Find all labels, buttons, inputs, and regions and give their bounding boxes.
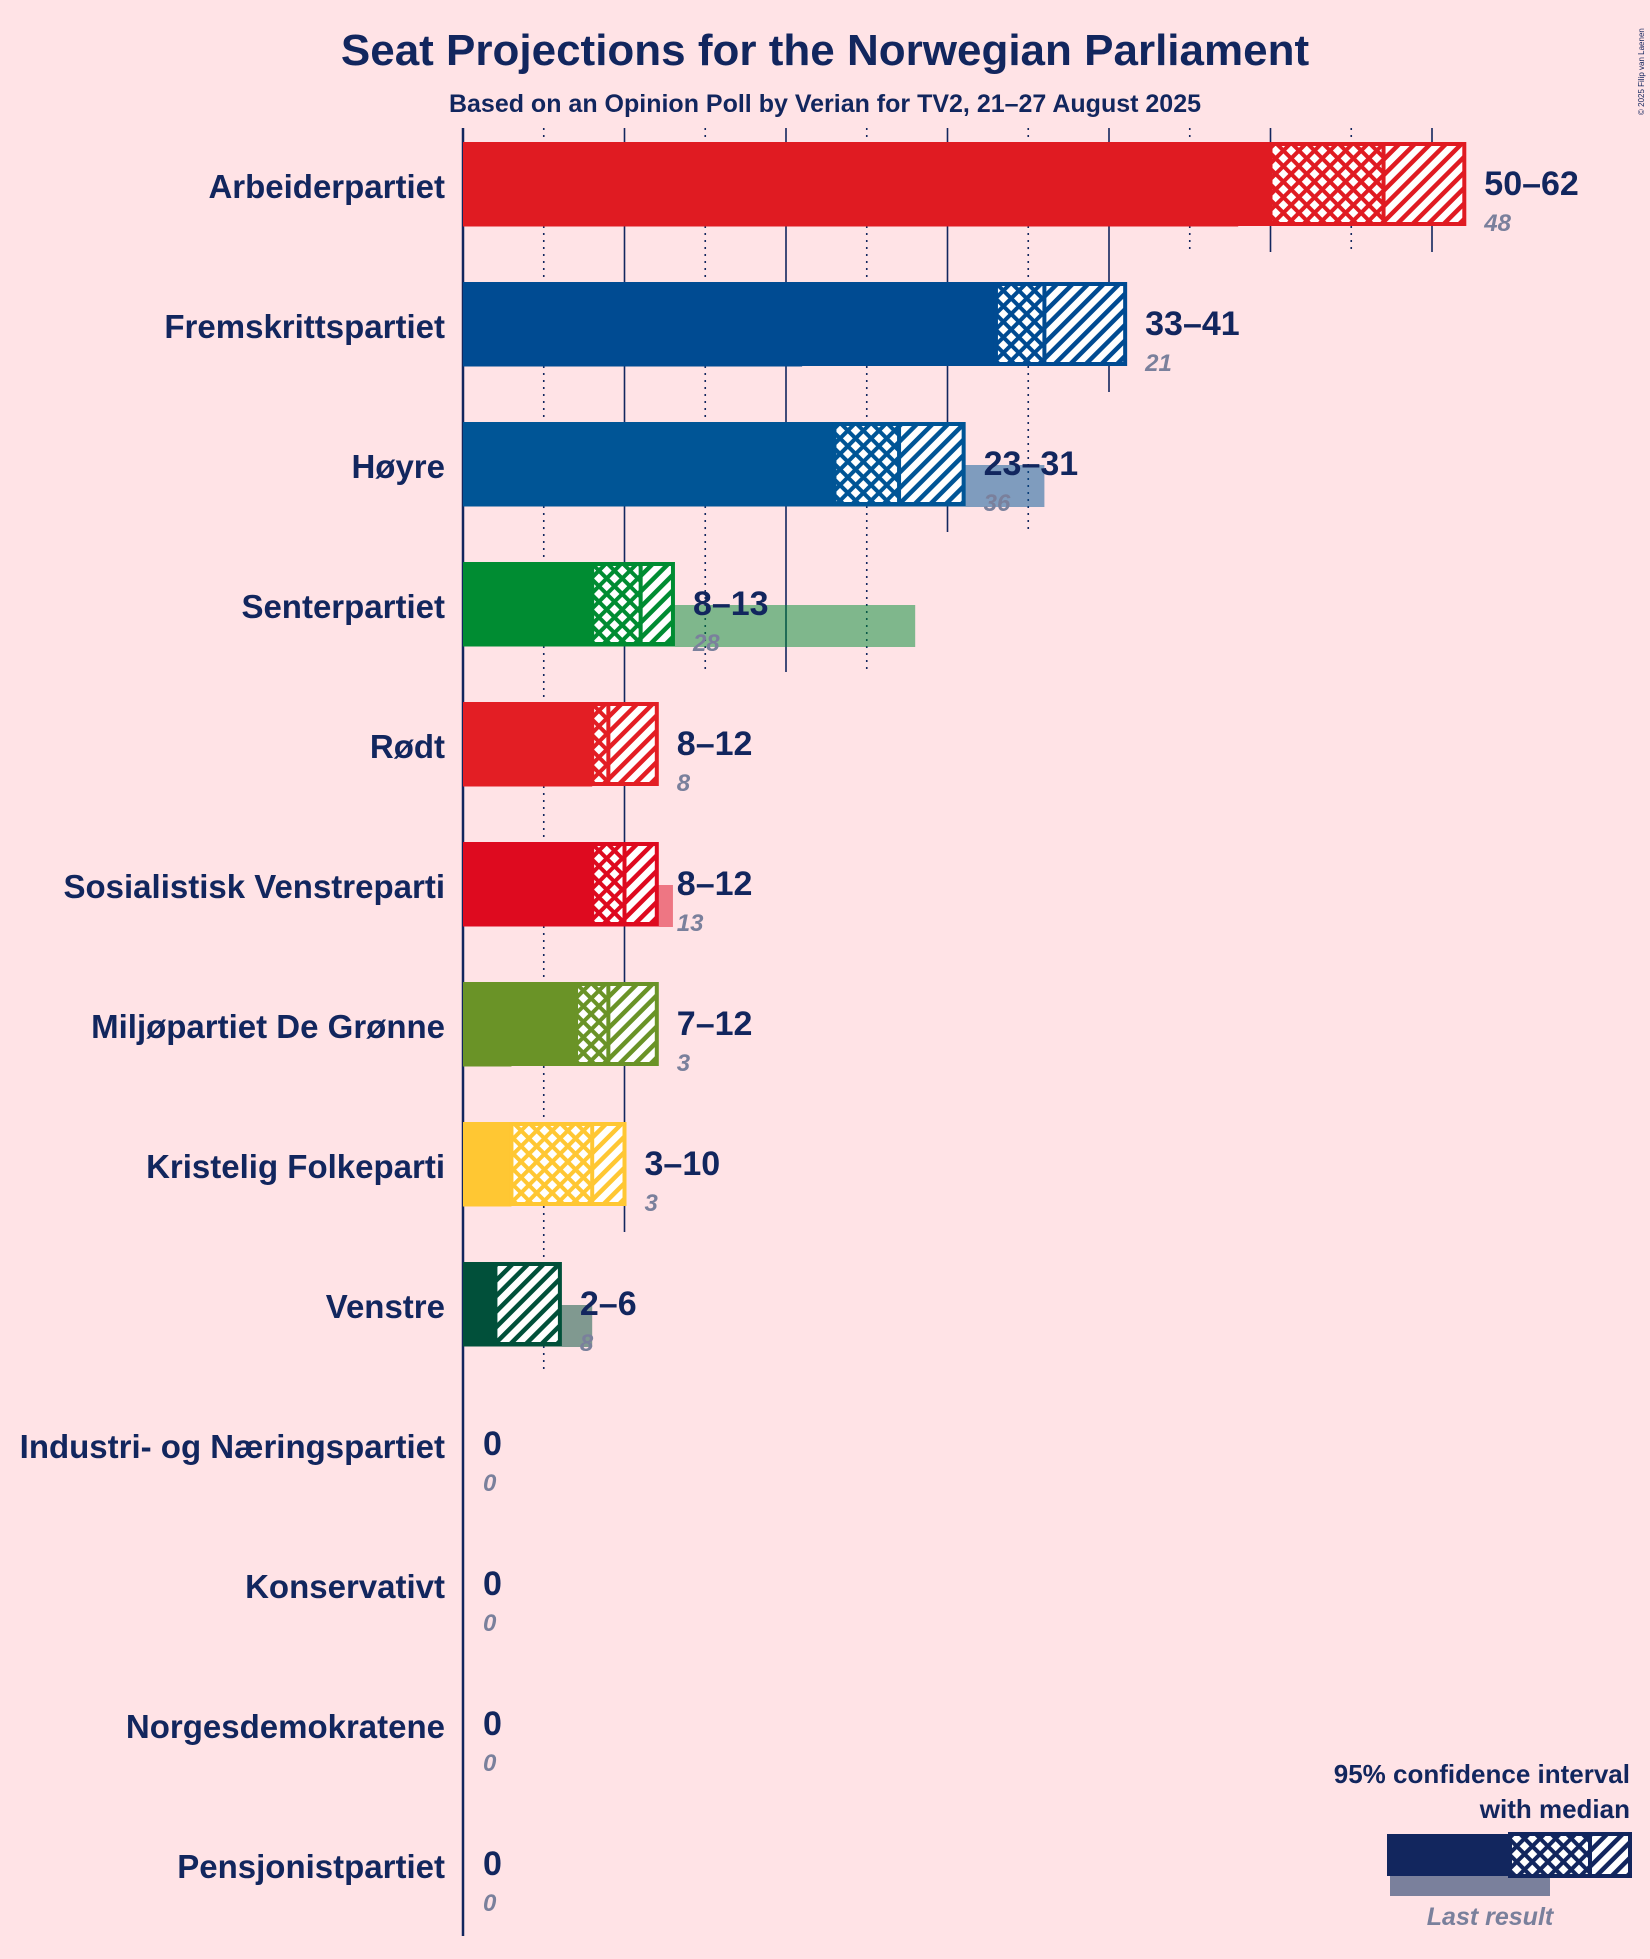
legend: 95% confidence interval with median Last… [1334,1759,1632,1931]
party-label: Kristelig Folkeparti [146,1148,445,1185]
party-row-konservativt: Konservativt 0 0 [245,1565,502,1637]
range-label: 8–12 [677,865,753,903]
party-label: Miljøpartiet De Grønne [91,1008,445,1045]
party-label: Sosialistisk Venstreparti [63,868,445,905]
range-label: 0 [483,1565,502,1603]
party-label: Konservativt [245,1568,445,1605]
party-row-kristelig-folkeparti: Kristelig Folkeparti 3–10 3 [146,1122,720,1217]
party-label: Pensjonistpartiet [177,1848,445,1885]
interval-solid-bar [463,1122,512,1206]
interval-solid-bar [463,282,996,366]
range-label: 3–10 [645,1145,721,1183]
interval-solid-bar [463,142,1271,226]
chart-title: Seat Projections for the Norwegian Parli… [341,26,1310,75]
party-row-venstre: Venstre 2–6 8 [326,1262,637,1357]
interval-outline [993,282,1128,366]
interval-outline [590,702,659,786]
interval-upper-hatch [592,1124,625,1204]
party-row-senterpartiet: Senterpartiet 8–13 28 [241,562,916,657]
last-result-label: 3 [645,1190,659,1217]
interval-upper-hatch [495,1264,560,1344]
range-label: 33–41 [1145,305,1240,343]
party-label: Fremskrittspartiet [164,308,445,345]
copyright-note: © 2025 Filip van Laenen [1637,28,1646,115]
interval-upper-hatch [1044,284,1126,364]
party-row-sosialistisk-venstreparti: Sosialistisk Venstreparti 8–12 13 [63,842,752,937]
legend-hatch-swatch [1590,1834,1630,1876]
last-result-label: 13 [677,910,704,937]
interval-outline [1268,142,1467,226]
interval-outline [590,562,675,646]
legend-last-result-swatch [1390,1876,1550,1896]
interval-solid-bar [463,982,577,1066]
interval-lower-hatch [592,564,641,644]
party-label: Høyre [351,448,445,485]
legend-last-result-label: Last result [1427,1903,1555,1931]
last-result-label: 48 [1483,210,1511,237]
range-label: 0 [483,1845,502,1883]
interval-outline [509,1122,627,1206]
interval-solid-bar [463,422,835,506]
legend-title-line1: 95% confidence interval [1334,1759,1630,1789]
last-result-label: 8 [677,770,691,797]
party-row-fremskrittspartiet: Fremskrittspartiet 33–41 21 [164,282,1240,377]
interval-upper-hatch [608,704,657,784]
last-result-label: 0 [483,1750,497,1777]
party-label: Industri- og Næringspartiet [20,1428,445,1465]
interval-lower-hatch [834,424,900,504]
interval-outline [574,982,659,1066]
party-label: Rødt [370,728,445,765]
chart-subtitle: Based on an Opinion Poll by Verian for T… [449,90,1201,118]
last-result-label: 36 [984,490,1011,517]
interval-lower-hatch [576,984,609,1064]
last-result-label: 0 [483,1470,497,1497]
legend-title-line2: with median [1479,1794,1630,1824]
interval-upper-hatch [1383,144,1465,224]
party-label: Norgesdemokratene [126,1708,445,1745]
interval-solid-bar [463,1262,496,1346]
legend-solid-swatch [1387,1834,1510,1876]
party-row-miljopartiet-de-gronne: Miljøpartiet De Grønne 7–12 3 [91,982,752,1077]
party-bars: Arbeiderpartiet 50–62 48 Fremskrittspartiet… [20,142,1579,1917]
party-row-industri-og-naeringspartiet: Industri- og Næringspartiet 0 0 [20,1425,502,1497]
party-row-arbeiderpartiet: Arbeiderpartiet 50–62 48 [208,142,1579,237]
range-label: 8–12 [677,725,753,763]
legend-interval-outline [1508,1832,1632,1878]
interval-lower-hatch [995,284,1045,364]
interval-lower-hatch [511,1124,593,1204]
interval-upper-hatch [608,984,657,1064]
range-label: 23–31 [984,445,1079,483]
interval-solid-bar [463,842,593,926]
interval-upper-hatch [640,564,673,644]
interval-lower-hatch [1270,144,1384,224]
interval-lower-hatch [592,844,625,924]
interval-upper-hatch [624,844,657,924]
range-label: 8–13 [693,585,769,623]
party-row-pensjonistpartiet: Pensjonistpartiet 0 0 [177,1845,502,1917]
range-label: 0 [483,1705,502,1743]
range-label: 50–62 [1484,165,1579,203]
last-result-label: 0 [483,1890,497,1917]
party-row-hoyre: Høyre 23–31 36 [351,422,1078,517]
range-label: 7–12 [677,1005,753,1043]
legend-cross-hatch-swatch [1510,1834,1590,1876]
last-result-label: 28 [692,630,720,657]
party-row-rodt: Rødt 8–12 8 [370,702,753,797]
interval-solid-bar [463,562,593,646]
last-result-label: 21 [1144,350,1172,377]
party-label: Senterpartiet [241,588,445,625]
party-row-norgesdemokratene: Norgesdemokratene 0 0 [126,1705,502,1777]
interval-lower-hatch [592,704,609,784]
interval-upper-hatch [899,424,964,504]
last-result-label: 0 [483,1610,497,1637]
range-label: 2–6 [580,1285,637,1323]
party-label: Venstre [326,1288,445,1325]
last-result-label: 8 [580,1330,594,1357]
party-label: Arbeiderpartiet [208,168,445,205]
range-label: 0 [483,1425,502,1463]
interval-solid-bar [463,702,593,786]
last-result-label: 3 [677,1050,691,1077]
